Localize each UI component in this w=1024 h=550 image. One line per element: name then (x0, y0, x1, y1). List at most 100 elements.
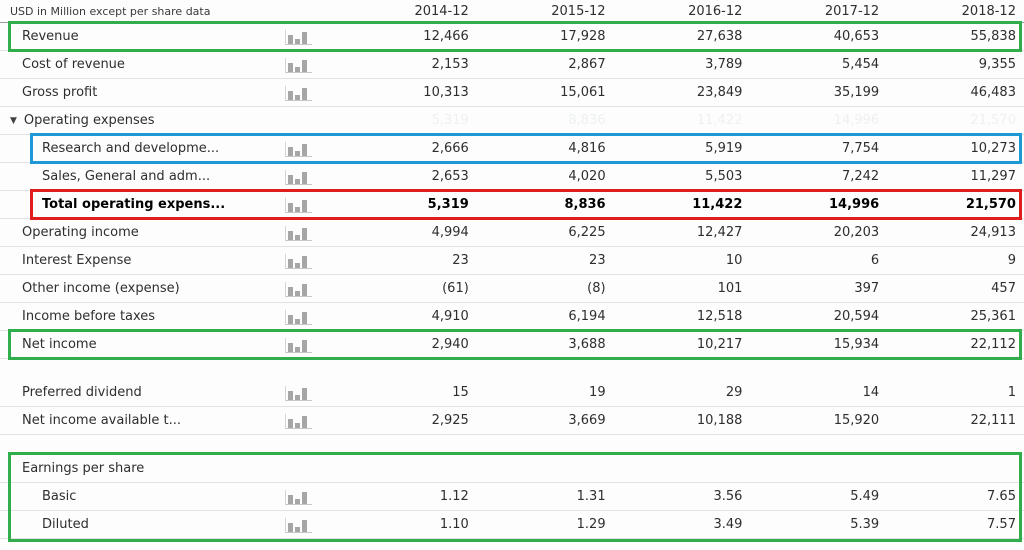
gross-profit-label: Gross profit (22, 85, 98, 100)
preferred-dividend-row: Preferred dividend 15 19 29 14 1 (0, 379, 1024, 407)
bar-chart-icon[interactable] (285, 414, 312, 429)
value-cell: 7,754 (841, 141, 880, 156)
net-income-row: Net income 2,940 3,688 10,217 15,934 22,112 (0, 329, 1024, 360)
research-and-development-row: Research and developme... 2,666 4,816 5,919… (0, 133, 1024, 164)
bar-chart-icon[interactable] (285, 254, 312, 269)
income-before-taxes-row: Income before taxes 4,910 6,194 12,518 20,59… (0, 303, 1024, 331)
bar-chart-icon[interactable] (285, 170, 312, 185)
spacer-row (0, 435, 1024, 455)
cost-of-revenue-row: Cost of revenue 2,153 2,867 3,789 5,454 9,355 (0, 51, 1024, 79)
value-cell: 15 (452, 385, 469, 400)
value-cell: (8) (587, 281, 606, 296)
cost-of-revenue-label: Cost of revenue (22, 57, 125, 72)
value-cell: 3.49 (713, 517, 743, 532)
column-header-2016: 2016-12 (688, 3, 743, 19)
value-cell: 2,653 (431, 169, 469, 184)
basic-eps-label: Basic (42, 489, 77, 504)
bar-chart-icon[interactable] (285, 58, 312, 73)
bar-chart-icon[interactable] (285, 86, 312, 101)
value-cell: 1.29 (576, 517, 606, 532)
value-cell: 4,910 (431, 309, 469, 324)
chart-icon-cell (280, 407, 340, 434)
income-before-taxes-label: Income before taxes (22, 309, 156, 324)
table-body: Revenue 12,466 17,928 27,638 40,653 55,838 Cos… (0, 21, 1024, 542)
value-cell: 15,934 (833, 337, 880, 352)
bar-chart-icon[interactable] (285, 226, 312, 241)
sales-general-admin-label: Sales, General and adm... (42, 169, 211, 184)
value-cell: 5,319 (427, 197, 469, 212)
row-label-cell: Total operating expens... (0, 197, 280, 212)
earnings-per-share-row: Earnings per share (0, 455, 1024, 483)
value-cell: 7.57 (987, 517, 1016, 532)
row-label-cell: ▼ Operating expenses (0, 113, 280, 128)
bar-chart-icon[interactable] (285, 490, 312, 505)
value-cell: 22,112 (970, 337, 1016, 352)
value-cell: 29 (725, 385, 743, 400)
chart-icon-cell (280, 163, 340, 190)
row-label-cell: Research and developme... (0, 141, 280, 156)
operating-expenses-label: Operating expenses (23, 113, 155, 128)
value-cell: 27,638 (696, 29, 743, 44)
chart-icon-cell (280, 219, 340, 246)
value-cell: 4,020 (568, 169, 606, 184)
row-label-cell: Net income (0, 337, 280, 352)
earnings-per-share-label: Earnings per share (22, 461, 145, 476)
basic-eps-row: Basic 1.12 1.31 3.56 5.49 7.65 (0, 483, 1024, 511)
bar-chart-icon[interactable] (285, 282, 312, 297)
value-cell: 15,920 (833, 413, 880, 428)
value-cell: 3,669 (568, 413, 606, 428)
value-cell: 1.10 (439, 517, 469, 532)
value-cell: 5.39 (850, 517, 880, 532)
bar-chart-icon[interactable] (285, 386, 312, 401)
value-cell: 5,919 (705, 141, 743, 156)
chart-icon-cell (280, 331, 340, 358)
row-label-cell: Net income available t... (0, 413, 280, 428)
value-cell: 10 (725, 253, 743, 268)
total-operating-expenses-label: Total operating expens... (42, 197, 226, 212)
column-header-2015: 2015-12 (551, 3, 606, 19)
other-income-expense-label: Other income (expense) (22, 281, 180, 296)
chart-icon-cell (280, 303, 340, 330)
diluted-eps-row: Diluted 1.10 1.29 3.49 5.39 7.57 (0, 511, 1024, 539)
value-cell: 4,816 (568, 141, 606, 156)
value-cell: 6 (870, 253, 880, 268)
bar-chart-icon[interactable] (285, 310, 312, 325)
value-cell: 24,913 (970, 225, 1016, 240)
bar-chart-icon[interactable] (285, 198, 312, 213)
value-cell: 6,225 (568, 225, 606, 240)
value-cell: 20,594 (833, 309, 880, 324)
table-header-row: USD in Million except per share data 201… (0, 0, 1024, 23)
chart-icon-cell (280, 455, 340, 482)
spacer-row (0, 359, 1024, 379)
bar-chart-icon[interactable] (285, 518, 312, 533)
value-cell: 7,242 (841, 169, 880, 184)
value-cell: 1.12 (439, 489, 469, 504)
interest-expense-label: Interest Expense (22, 253, 132, 268)
bar-chart-icon[interactable] (285, 30, 312, 45)
value-cell: 7.65 (987, 489, 1016, 504)
value-cell: 457 (991, 281, 1016, 296)
value-cell: 5.49 (850, 489, 880, 504)
chart-icon-cell (280, 79, 340, 106)
row-label-cell: Basic (0, 489, 280, 504)
bar-chart-icon[interactable] (285, 338, 312, 353)
collapse-triangle-icon[interactable]: ▼ (10, 115, 17, 126)
bar-chart-icon[interactable] (285, 142, 312, 157)
value-cell: 46,483 (970, 85, 1016, 100)
value-cell: 10,273 (970, 141, 1016, 156)
value-cell: 21,570 (965, 197, 1016, 212)
value-cell: 9 (1007, 253, 1016, 268)
value-cell: 5,319 (431, 113, 469, 128)
value-cell: 14 (862, 385, 880, 400)
value-cell: 1 (1007, 385, 1016, 400)
value-cell: 10,217 (696, 337, 743, 352)
value-cell: 25,361 (970, 309, 1016, 324)
row-label-cell: Operating income (0, 225, 280, 240)
value-cell: 12,427 (696, 225, 743, 240)
value-cell: 35,199 (833, 85, 880, 100)
value-cell: 2,153 (431, 57, 469, 72)
chart-icon-cell (280, 23, 340, 50)
row-label-cell: Other income (expense) (0, 281, 280, 296)
value-cell: 20,203 (833, 225, 880, 240)
gross-profit-row: Gross profit 10,313 15,061 23,849 35,199 46,4… (0, 79, 1024, 107)
